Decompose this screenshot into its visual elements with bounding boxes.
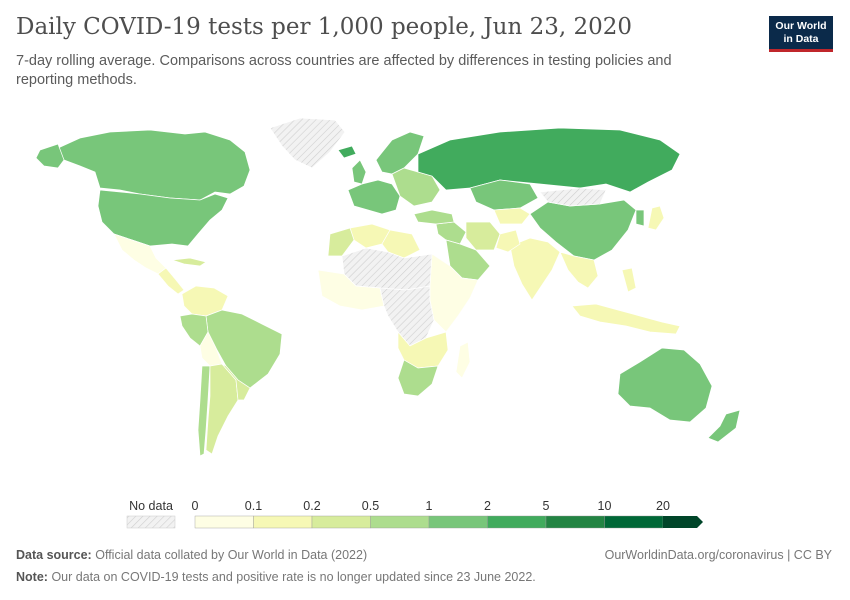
country-indonesia[interactable] [571, 303, 681, 335]
legend-bin-3 [370, 515, 430, 529]
legend-no-data-label: No data [129, 499, 173, 513]
world-map[interactable] [0, 110, 850, 490]
country-australia[interactable] [617, 347, 713, 423]
country-madagascar[interactable] [455, 341, 471, 379]
legend-tick-label: 5 [543, 499, 550, 513]
legend-bin-5 [487, 515, 547, 529]
legend-svg: No data 0 0.1 0.2 0.5 1 2 5 10 20 [126, 499, 703, 529]
country-southern-africa[interactable] [397, 331, 449, 369]
country-central-africa[interactable] [379, 285, 435, 347]
legend-bin-4 [428, 515, 488, 529]
country-usa[interactable] [97, 189, 229, 247]
country-india[interactable] [509, 237, 561, 301]
legend-tick-label: 0.5 [362, 499, 379, 513]
footnote: Note: Our data on COVID-19 tests and pos… [16, 570, 536, 584]
legend-last-bin [663, 516, 703, 528]
country-pakistan[interactable] [495, 229, 521, 253]
country-south-africa[interactable] [397, 359, 439, 397]
chart-subtitle: 7-day rolling average. Comparisons acros… [16, 53, 672, 88]
country-new-zealand[interactable] [707, 409, 741, 443]
country-russia[interactable] [417, 127, 681, 193]
chart-title: Daily COVID-19 tests per 1,000 people, J… [16, 14, 633, 40]
country-greenland[interactable] [269, 117, 346, 169]
legend-tick-label: 20 [656, 499, 670, 513]
country-japan[interactable] [647, 205, 665, 231]
country-iceland[interactable] [337, 145, 357, 159]
country-middle-east[interactable] [435, 221, 467, 245]
legend-tick-label: 2 [484, 499, 491, 513]
country-morocco[interactable] [327, 227, 355, 257]
legend-tick-label: 10 [598, 499, 612, 513]
country-scandinavia[interactable] [375, 131, 425, 175]
country-korea[interactable] [635, 209, 645, 227]
legend-tick-label: 0 [192, 499, 199, 513]
country-canada[interactable] [57, 129, 251, 201]
country-mongolia[interactable] [539, 187, 607, 207]
data-source-label: Data source: [16, 548, 92, 562]
country-eastern-europe[interactable] [391, 167, 441, 207]
country-iran[interactable] [465, 221, 501, 251]
data-source: Data source: Official data collated by O… [16, 548, 367, 562]
legend-bin-1 [253, 515, 313, 529]
logo-line-1: Our World [775, 20, 827, 32]
country-sahara[interactable] [341, 247, 445, 291]
data-source-text[interactable]: Official data collated by Our World in D… [95, 548, 368, 562]
legend-bin-6 [545, 515, 605, 529]
owid-logo[interactable]: Our World in Data [769, 16, 833, 52]
country-central-america[interactable] [157, 267, 185, 295]
world-map-svg[interactable] [0, 110, 850, 490]
country-east-africa[interactable] [429, 253, 479, 333]
country-southeast-asia[interactable] [559, 251, 599, 289]
legend-tick-label: 1 [426, 499, 433, 513]
country-uk-ireland[interactable] [351, 159, 367, 185]
country-kazakhstan[interactable] [469, 179, 539, 211]
source-url[interactable]: OurWorldinData.org/coronavirus | CC BY [604, 548, 832, 562]
footnote-label: Note: [16, 570, 48, 584]
country-western-europe[interactable] [347, 179, 401, 215]
legend-no-data-swatch [126, 515, 176, 529]
country-turkey[interactable] [413, 209, 455, 225]
country-philippines[interactable] [621, 267, 637, 293]
legend-bin-2 [311, 515, 371, 529]
country-caribbean[interactable] [171, 257, 207, 267]
country-chile[interactable] [197, 365, 211, 457]
country-central-asia[interactable] [493, 207, 531, 225]
country-argentina[interactable] [205, 363, 239, 455]
footnote-text: Our data on COVID-19 tests and positive … [51, 570, 536, 584]
country-alaska[interactable] [35, 143, 65, 169]
map-legend: No data 0 0.1 0.2 0.5 1 2 5 10 20 [0, 496, 850, 536]
legend-bin-0 [194, 515, 254, 529]
legend-tick-label: 0.2 [303, 499, 320, 513]
legend-bin-7 [604, 515, 664, 529]
country-paraguay-uruguay[interactable] [221, 363, 251, 401]
legend-tick-label: 0.1 [245, 499, 262, 513]
logo-line-2: in Data [783, 33, 819, 45]
